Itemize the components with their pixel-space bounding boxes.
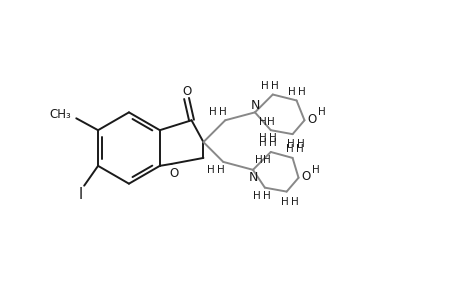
Text: H: H <box>295 144 303 154</box>
Text: N: N <box>250 99 259 112</box>
Text: H: H <box>296 139 304 149</box>
Text: H: H <box>254 155 262 165</box>
Text: H: H <box>269 133 276 143</box>
Text: H: H <box>287 86 295 97</box>
Text: H: H <box>318 107 325 117</box>
Text: H: H <box>269 138 276 148</box>
Text: H: H <box>266 117 274 127</box>
Text: H: H <box>263 155 270 165</box>
Text: O: O <box>301 170 310 183</box>
Text: O: O <box>182 85 191 98</box>
Text: CH₃: CH₃ <box>50 108 71 121</box>
Text: H: H <box>297 86 305 97</box>
Text: H: H <box>263 190 270 201</box>
Text: H: H <box>260 81 268 91</box>
Text: N: N <box>248 171 257 184</box>
Text: H: H <box>219 107 227 117</box>
Text: H: H <box>209 107 217 117</box>
Text: H: H <box>258 138 266 148</box>
Text: H: H <box>280 196 288 206</box>
Text: H: H <box>312 165 319 175</box>
Text: H: H <box>258 133 266 143</box>
Text: H: H <box>286 139 294 149</box>
Text: O: O <box>307 113 316 126</box>
Text: H: H <box>270 81 278 91</box>
Text: H: H <box>290 196 298 206</box>
Text: H: H <box>217 165 224 175</box>
Text: H: H <box>207 165 215 175</box>
Text: H: H <box>258 117 266 127</box>
Text: O: O <box>169 167 178 180</box>
Text: H: H <box>285 144 293 154</box>
Text: H: H <box>252 190 260 201</box>
Text: I: I <box>79 187 83 202</box>
